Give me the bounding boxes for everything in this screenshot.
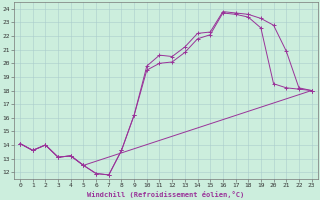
X-axis label: Windchill (Refroidissement éolien,°C): Windchill (Refroidissement éolien,°C) (87, 191, 244, 198)
